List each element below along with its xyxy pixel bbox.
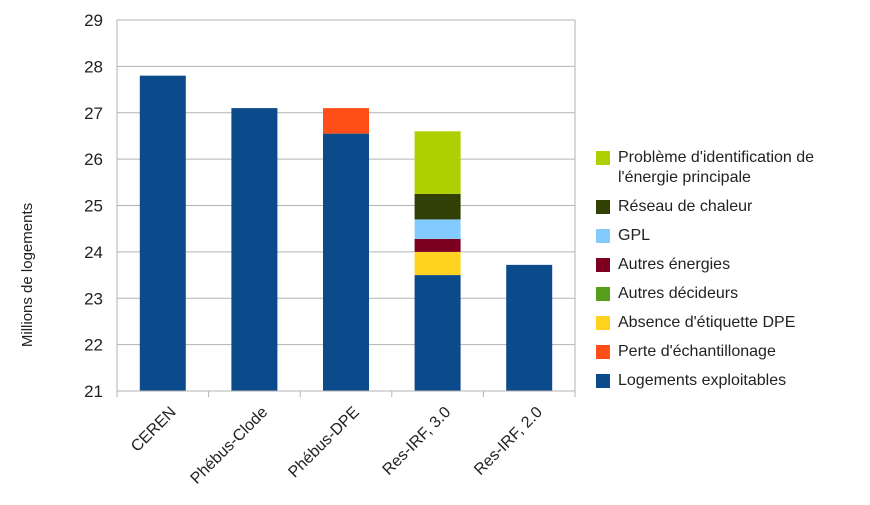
- x-category-label: Phébus-DPE: [285, 404, 362, 481]
- legend-swatch: [596, 200, 610, 214]
- y-tick-label: 27: [84, 104, 103, 123]
- bar-segment: [231, 108, 278, 392]
- legend-swatch: [596, 151, 610, 165]
- y-tick-label: 29: [84, 11, 103, 30]
- y-tick-label: 21: [84, 382, 103, 401]
- bar-segment: [139, 75, 186, 392]
- x-category-label: CEREN: [128, 404, 180, 456]
- legend-label: Logements exploitables: [618, 372, 787, 389]
- legend-label: Perte d'échantillonage: [618, 343, 776, 360]
- legend-swatch: [596, 229, 610, 243]
- legend-label: GPL: [618, 227, 651, 244]
- y-axis-label: Millions de logements: [19, 203, 36, 347]
- x-category-label: Res-IRF, 3.0: [380, 404, 455, 479]
- legend-item: GPL: [596, 226, 866, 246]
- y-tick-labels: 21 22 23 24 25 26 27 28 29: [84, 11, 103, 401]
- bar-segment: [414, 193, 461, 220]
- y-tick-label: 28: [84, 57, 103, 76]
- legend-item: Logements exploitables: [596, 371, 866, 391]
- bar-segment: [414, 219, 461, 239]
- y-tick-label: 23: [84, 289, 103, 308]
- legend-label: Problème d'identification de l'énergie p…: [618, 149, 815, 186]
- legend-item: Problème d'identification de l'énergie p…: [596, 148, 866, 188]
- legend-label: Autres décideurs: [618, 285, 739, 302]
- axes: [116, 20, 576, 397]
- x-category-label: Res-IRF, 2.0: [471, 404, 546, 479]
- bar-segment: [323, 108, 369, 134]
- legend-swatch: [596, 316, 610, 330]
- legend-label: Absence d'étiquette DPE: [618, 314, 796, 331]
- legend-item: Autres décideurs: [596, 284, 866, 304]
- legend-item: Perte d'échantillonage: [596, 342, 866, 362]
- x-category-labels: CEREN Phébus-Clode Phébus-DPE Res-IRF, 3.0 R…: [128, 404, 546, 488]
- legend: Problème d'identification de l'énergie p…: [596, 148, 866, 400]
- bar-segment: [323, 133, 369, 391]
- bar-segment: [506, 264, 553, 391]
- legend-swatch: [596, 345, 610, 359]
- y-tick-label: 22: [84, 336, 103, 355]
- bar-segment: [414, 131, 461, 194]
- bar-segment: [414, 275, 461, 391]
- y-tick-label: 25: [84, 197, 103, 216]
- legend-swatch: [596, 374, 610, 388]
- legend-label: Autres énergies: [618, 256, 731, 273]
- legend-item: Absence d'étiquette DPE: [596, 313, 866, 333]
- y-tick-label: 26: [84, 150, 103, 169]
- legend-swatch: [596, 287, 610, 301]
- y-tick-label: 24: [84, 243, 103, 262]
- bars: [139, 75, 553, 392]
- legend-swatch: [596, 258, 610, 272]
- legend-label: Réseau de chaleur: [618, 198, 753, 215]
- x-category-label: Phébus-Clode: [188, 404, 272, 488]
- legend-item: Autres énergies: [596, 255, 866, 275]
- bar-segment: [414, 251, 461, 276]
- bar-segment: [414, 238, 461, 252]
- legend-item: Réseau de chaleur: [596, 197, 866, 217]
